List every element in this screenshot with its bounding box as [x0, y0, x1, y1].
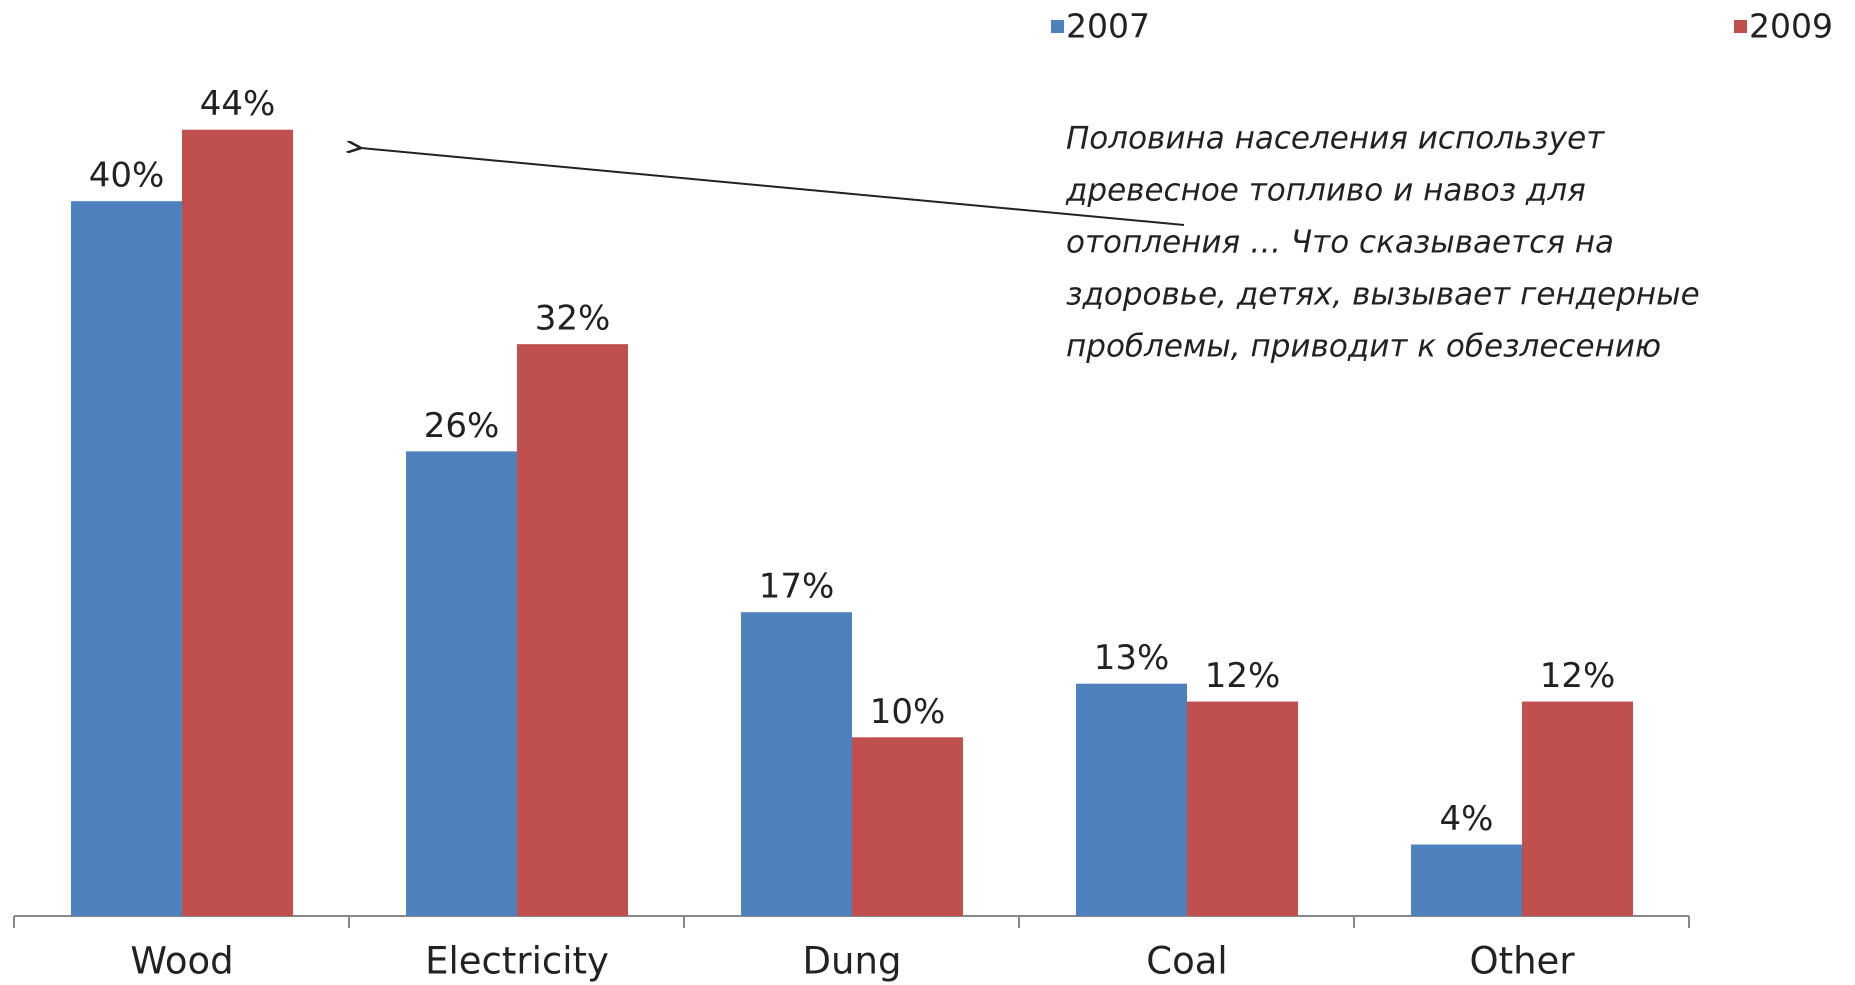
bar	[741, 612, 852, 916]
x-tick-label: Coal	[1146, 940, 1227, 983]
value-label: 12%	[1205, 656, 1281, 696]
value-label: 13%	[1094, 638, 1170, 678]
bar	[852, 737, 963, 916]
annotation-text: Половина населения использует	[1066, 121, 1605, 157]
bar	[1187, 701, 1298, 916]
value-label: 17%	[759, 567, 835, 607]
value-label: 4%	[1440, 799, 1494, 839]
legend-swatch	[1051, 20, 1064, 33]
value-label: 12%	[1540, 656, 1616, 696]
bar	[1522, 701, 1633, 916]
value-label: 40%	[89, 156, 165, 196]
value-label: 32%	[535, 299, 611, 339]
bar	[182, 129, 293, 917]
annotation-text: проблемы, приводит к обезлесению	[1066, 329, 1661, 365]
legend-label: 2009	[1749, 7, 1833, 46]
bar	[1411, 844, 1522, 916]
annotation-text: древесное топливо и навоз для	[1065, 173, 1586, 209]
x-tick-label: Other	[1469, 940, 1575, 983]
bar	[71, 201, 182, 916]
legend-label: 2007	[1066, 7, 1150, 46]
annotation-arrow	[361, 148, 1185, 226]
x-tick-label: Electricity	[425, 940, 609, 983]
annotation-text: здоровье, детях, вызывает гендерные	[1066, 277, 1700, 313]
annotation-text: отопления … Что сказывается на	[1066, 225, 1614, 261]
value-label: 44%	[200, 84, 276, 124]
x-tick-label: Wood	[130, 940, 233, 983]
value-label: 10%	[870, 692, 946, 732]
bar	[406, 451, 517, 916]
x-tick-label: Dung	[803, 940, 902, 983]
value-label: 26%	[424, 406, 500, 446]
bar	[517, 344, 628, 916]
bar	[1076, 683, 1187, 916]
legend-swatch	[1734, 20, 1747, 33]
